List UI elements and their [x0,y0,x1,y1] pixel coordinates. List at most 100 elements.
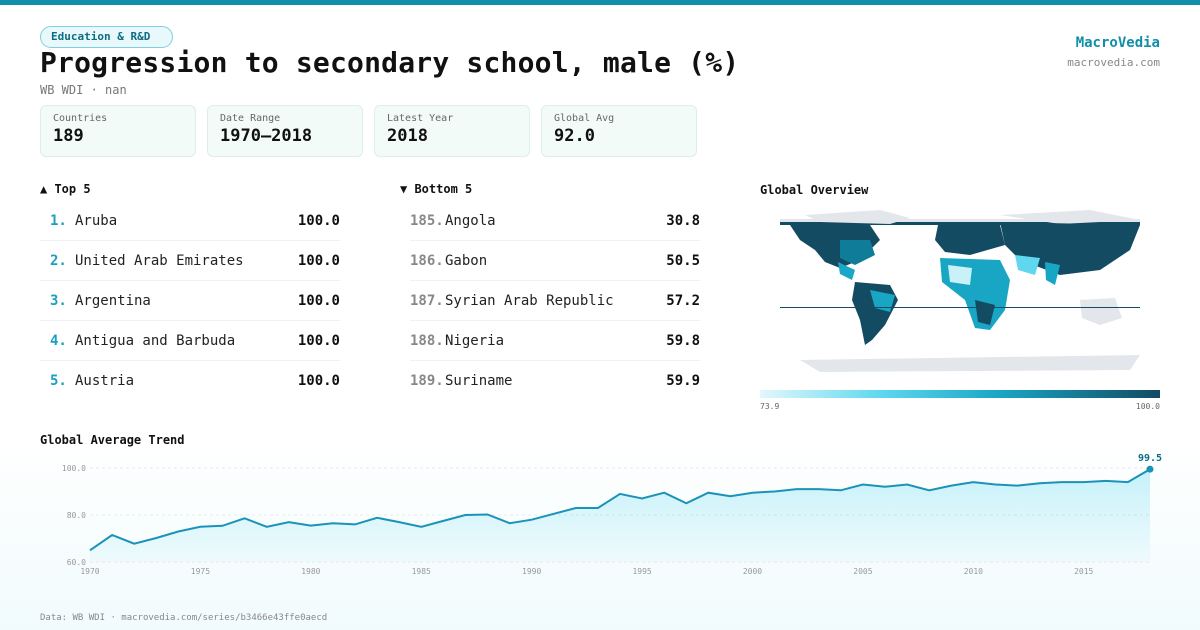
country-name: Suriname [445,373,513,389]
map-heading: Global Overview [760,183,869,197]
country-value: 100.0 [297,252,340,269]
list-item: 187. Syrian Arab Republic 57.2 [410,281,700,321]
y-tick-label: 60.0 [67,558,86,567]
bottom5-list: 185. Angola 30.8 186. Gabon 50.5 187. Syrian … [410,201,700,401]
country-value: 100.0 [297,292,340,309]
x-tick-label: 1975 [191,567,210,576]
trend-area [90,469,1150,562]
country-name: Aruba [75,212,118,229]
map-southern-africa [975,300,995,325]
legend-min-label: 73.9 [760,402,780,411]
top5-list: 1. Aruba 100.0 2. United Arab Emirates 100.0… [40,201,340,401]
stat-card-latest-year: Latest Year 2018 [374,105,530,157]
stat-label: Date Range [220,113,281,124]
brand-url[interactable]: macrovedia.com [1067,56,1160,69]
stat-card-global-avg: Global Avg 92.0 [541,105,697,157]
map-australia [1080,298,1122,325]
brand-name[interactable]: MacroVedia [1075,35,1160,51]
trend-line [89,468,1151,552]
x-tick-label: 1995 [632,567,651,576]
category-badge: Education & R&D [40,26,174,48]
rank-number: 186. [410,252,444,269]
x-tick-label: 1980 [301,567,320,576]
list-item: 3. Argentina 100.0 [40,281,340,321]
rank-number: 4. [50,332,67,349]
stat-label: Latest Year [387,113,454,124]
list-item: 185. Angola 30.8 [410,201,700,241]
map-usa [840,240,875,265]
bottom5-heading: ▼ Bottom 5 [400,182,473,196]
trend-chart: 60.0 80.0 100.0 1970 1975 1980 1985 1990 1995 200… [62,453,1162,576]
country-name: United Arab Emirates [75,252,244,269]
map-india [1045,262,1060,285]
country-name: Nigeria [445,332,505,349]
country-value: 50.5 [666,252,700,269]
rank-number: 185. [410,212,444,229]
x-tick-label: 1990 [522,567,541,576]
rank-number: 189. [410,373,444,389]
list-item: 5. Austria 100.0 [40,361,340,401]
country-value: 100.0 [297,332,340,349]
map-equator-line [780,307,1140,308]
country-name: Syrian Arab Republic [445,292,614,309]
top-accent-bar [0,0,1200,5]
country-value: 100.0 [297,373,340,389]
y-tick-label: 80.0 [67,511,86,520]
legend-max-label: 100.0 [1135,402,1160,411]
x-tick-label: 2000 [743,567,762,576]
stat-card-date-range: Date Range 1970–2018 [207,105,363,157]
country-value: 30.8 [666,212,700,229]
page-title: Progression to secondary school, male (%… [40,46,740,79]
stat-label: Global Avg [554,113,615,124]
x-tick-label: 2005 [853,567,872,576]
x-tick-label: 2015 [1074,567,1093,576]
stat-value: 189 [53,126,84,146]
map-arctic-russia [1000,210,1140,224]
country-name: Argentina [75,292,151,309]
list-item: 186. Gabon 50.5 [410,241,700,281]
map-greenland [805,210,910,224]
country-name: Antigua and Barbuda [75,332,236,349]
country-name: Angola [445,212,496,229]
country-value: 57.2 [666,292,700,309]
list-item: 188. Nigeria 59.8 [410,321,700,361]
country-value: 59.8 [666,332,700,349]
country-value: 100.0 [297,212,340,229]
country-name: Austria [75,373,135,389]
rank-number: 188. [410,332,444,349]
page-subtitle: WB WDI · nan [40,83,127,97]
last-point-marker [1146,465,1154,473]
map-band-dark [780,222,1140,225]
rank-number: 187. [410,292,444,309]
rank-number: 3. [50,292,67,309]
y-tick-label: 100.0 [62,464,86,473]
map-brazil [870,290,895,312]
list-item: 1. Aruba 100.0 [40,201,340,241]
map-middle-east [1015,255,1040,275]
x-tick-label: 2010 [964,567,983,576]
stat-card-countries: Countries 189 [40,105,196,157]
country-name: Gabon [445,252,488,269]
stat-value: 2018 [387,126,428,146]
x-tick-label: 1970 [80,567,99,576]
stat-value: 92.0 [554,126,595,146]
x-tick-label: 1985 [412,567,431,576]
last-value-label: 99.5 [1138,453,1162,464]
list-item: 4. Antigua and Barbuda 100.0 [40,321,340,361]
list-item: 2. United Arab Emirates 100.0 [40,241,340,281]
list-item: 189. Suriname 59.9 [410,361,700,401]
map-west-africa [948,265,972,285]
country-value: 59.9 [666,373,700,389]
rank-number: 1. [50,212,67,229]
map-color-legend [760,390,1160,398]
trend-heading: Global Average Trend [40,433,185,447]
top5-heading: ▲ Top 5 [40,182,91,196]
footer-source: Data: WB WDI · macrovedia.com/series/b34… [40,613,328,623]
stat-label: Countries [53,113,108,124]
map-antarctica [800,355,1140,372]
world-choropleth-map[interactable] [760,200,1160,390]
map-mexico [838,262,855,280]
stat-value: 1970–2018 [220,126,313,146]
map-europe [935,225,1005,255]
rank-number: 2. [50,252,67,269]
